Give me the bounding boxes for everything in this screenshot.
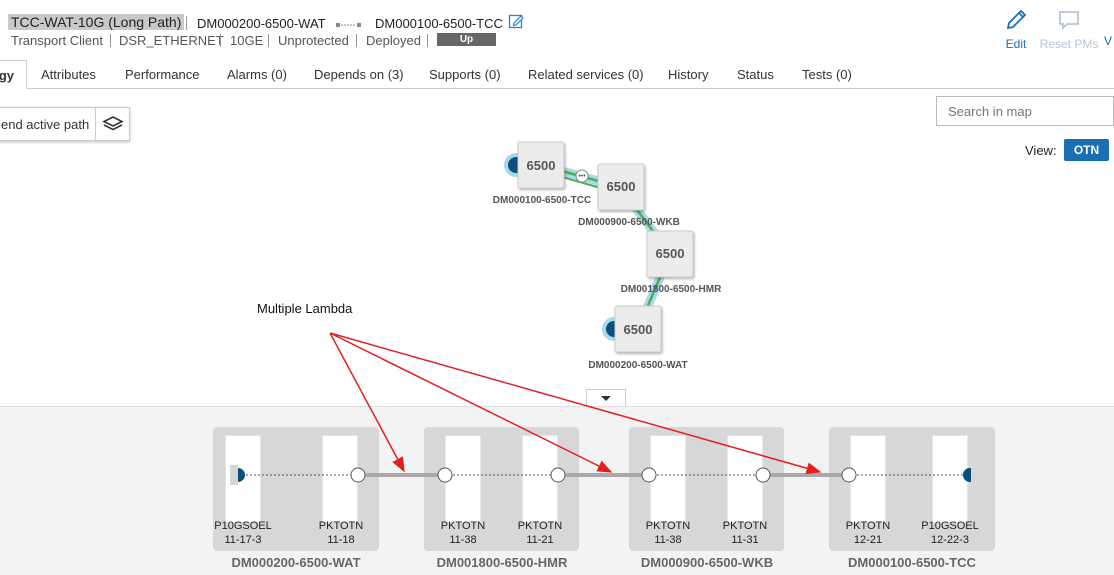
node-type-label: 6500 <box>607 179 636 194</box>
tab-history[interactable]: History <box>668 67 709 82</box>
port-type: PKTOTN <box>722 520 768 532</box>
node-wkb[interactable]: 6500 DM000900-6500-WKB <box>578 163 680 228</box>
port-slot: 11-21 <box>526 534 554 546</box>
layers-icon <box>102 116 124 131</box>
node-name-label: DM000200-6500-WAT <box>588 360 687 371</box>
separator <box>110 34 111 47</box>
tab-bar: gy Attributes Performance Alarms (0) Dep… <box>0 60 1114 89</box>
map-search[interactable] <box>936 96 1114 126</box>
separator <box>356 34 357 47</box>
tab-topology[interactable]: gy <box>0 60 27 89</box>
port-type: P10GSOEL <box>921 520 979 532</box>
topology-graph: ••• 6500 DM000100-6500-TCC 6500 DM000900… <box>493 141 722 371</box>
port-type: P10GSOEL <box>214 520 272 532</box>
path-diagram-panel: P10GSOEL 11-17-3 PKTOTN 11-18 PKTOTN 11-… <box>0 406 1114 575</box>
node-name-label: DM000900-6500-WKB <box>578 217 680 228</box>
comment-icon <box>1059 11 1079 31</box>
annotation-multiple-lambda: Multiple Lambda <box>257 301 353 316</box>
separator <box>186 16 187 30</box>
separator <box>220 34 221 47</box>
node-name-label: DM001800-6500-HMR <box>621 284 722 295</box>
view-action-label: V <box>1104 34 1113 48</box>
tab-depends-on[interactable]: Depends on (3) <box>314 67 404 82</box>
node-hmr[interactable]: 6500 DM001800-6500-HMR <box>621 230 722 295</box>
tab-tests[interactable]: Tests (0) <box>802 67 852 82</box>
port-type: PKTOTN <box>645 520 691 532</box>
layers-button[interactable] <box>95 108 129 140</box>
edit-name-icon[interactable] <box>508 13 524 29</box>
node-wat[interactable]: 6500 DM000200-6500-WAT <box>588 305 688 371</box>
edit-button[interactable]: Edit <box>1000 8 1032 51</box>
reset-pms-label: Reset PMs <box>1039 37 1099 51</box>
view-button[interactable]: V <box>1104 34 1114 48</box>
link-cluster-icon[interactable] <box>575 169 589 183</box>
tab-performance[interactable]: Performance <box>125 67 200 82</box>
port-slot: 11-31 <box>731 534 759 546</box>
node-type-label: 6500 <box>624 322 653 337</box>
node-name-label: DM000100-6500-TCC <box>493 195 591 206</box>
separator <box>427 34 428 47</box>
port-type: PKTOTN <box>845 520 891 532</box>
endpoint-z[interactable]: DM000100-6500-TCC <box>375 16 503 31</box>
node-type-label: 6500 <box>527 158 556 173</box>
legend-toolbar: end active path <box>0 107 130 141</box>
port-slot: 12-22-3 <box>931 534 969 546</box>
attr-protection: Unprotected <box>278 33 349 48</box>
tab-attributes[interactable]: Attributes <box>41 67 96 82</box>
port-card <box>850 435 886 523</box>
extend-active-path-toggle[interactable]: end active path <box>1 117 90 132</box>
device-name: DM001800-6500-HMR <box>436 555 568 570</box>
port-slot: 12-21 <box>853 534 883 546</box>
connection-icon <box>336 23 361 27</box>
status-badge: Up <box>437 33 496 46</box>
device-name: DM000900-6500-WKB <box>640 555 774 570</box>
node-tcc[interactable]: 6500 DM000100-6500-TCC <box>493 141 591 206</box>
collapse-panel-button[interactable] <box>586 389 626 407</box>
endpoint-a[interactable]: DM000200-6500-WAT <box>197 16 326 31</box>
port-slot: 11-17-3 <box>224 534 262 546</box>
view-label: View: <box>1025 143 1057 158</box>
port-slot: 11-18 <box>327 534 355 546</box>
port-slot: 11-38 <box>654 534 682 546</box>
search-input[interactable] <box>937 97 1113 125</box>
tab-related-services[interactable]: Related services (0) <box>528 67 644 82</box>
view-mode-otn-button[interactable]: OTN <box>1064 139 1109 161</box>
path-connections <box>230 465 979 485</box>
topology-map[interactable]: end active path View: OTN <box>0 89 1114 407</box>
attr-state: Deployed <box>366 33 421 48</box>
pencil-icon <box>1006 9 1027 30</box>
port-type: PKTOTN <box>318 520 364 532</box>
service-header: TCC-WAT-10G (Long Path) DM000200-6500-WA… <box>0 0 1114 58</box>
tab-status[interactable]: Status <box>737 67 774 82</box>
tab-alarms[interactable]: Alarms (0) <box>227 67 287 82</box>
attr-rate: DSR_ETHERNET <box>119 33 224 48</box>
separator <box>268 34 269 47</box>
reset-pms-button[interactable]: Reset PMs <box>1036 8 1102 51</box>
device-name: DM000200-6500-WAT <box>231 555 361 570</box>
device-name: DM000100-6500-TCC <box>848 555 976 570</box>
attr-speed: 10GE <box>230 33 264 48</box>
port-type: PKTOTN <box>517 520 563 532</box>
attr-layer: Transport Client <box>11 33 103 48</box>
svg-text:•••: ••• <box>578 173 586 180</box>
port-slot: 11-38 <box>449 534 477 546</box>
tab-supports[interactable]: Supports (0) <box>429 67 501 82</box>
port-type: PKTOTN <box>440 520 486 532</box>
service-title: TCC-WAT-10G (Long Path) <box>8 14 185 30</box>
edit-label: Edit <box>1005 37 1027 51</box>
node-type-label: 6500 <box>656 246 685 261</box>
